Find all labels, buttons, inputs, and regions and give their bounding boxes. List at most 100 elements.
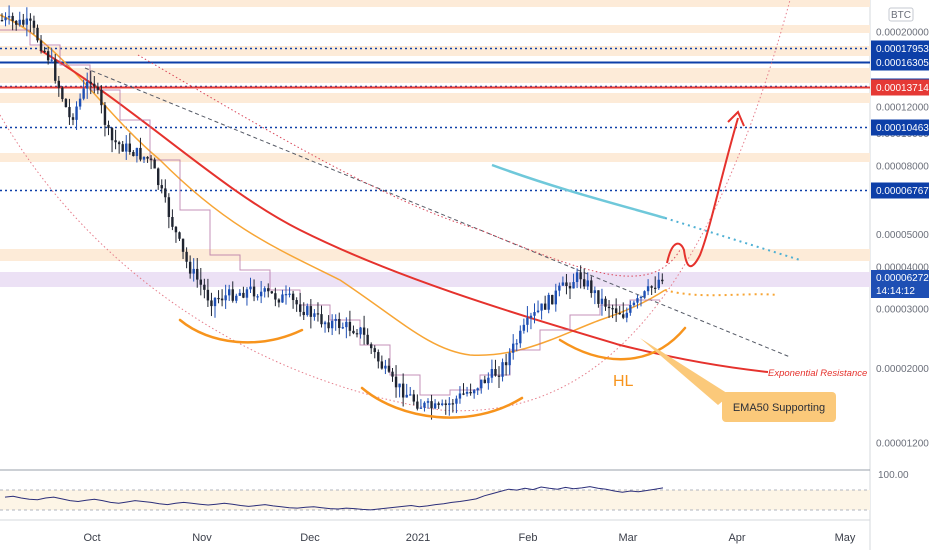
candle-body xyxy=(512,343,515,353)
candle-body xyxy=(18,19,21,25)
candle-body xyxy=(465,391,469,394)
candle-body xyxy=(309,306,313,317)
candle-body xyxy=(359,327,362,335)
candle-body xyxy=(401,383,405,398)
candle-body xyxy=(206,289,210,301)
rsi-line xyxy=(4,486,664,511)
candle-body xyxy=(522,324,526,331)
candle-body xyxy=(252,286,256,297)
price-tick-label: 0.00001200 xyxy=(876,439,929,450)
candle-body xyxy=(291,293,295,301)
candle-body xyxy=(614,308,618,313)
candle-body xyxy=(320,314,323,325)
candle-body xyxy=(536,310,540,313)
rsi-top-label: 100.00 xyxy=(878,470,909,481)
rsi-pane[interactable]: 100.00 xyxy=(0,470,909,511)
hl-label: HL xyxy=(613,373,634,390)
time-tick-label: Nov xyxy=(192,532,212,544)
candle-body xyxy=(39,40,43,51)
candle-body xyxy=(487,377,490,384)
candle-body xyxy=(107,124,110,129)
candle-body xyxy=(430,401,433,409)
candle-body xyxy=(362,327,366,335)
candle-body xyxy=(451,403,455,405)
candle-body xyxy=(11,15,14,21)
candle-body xyxy=(600,298,604,304)
currency-badge[interactable] xyxy=(888,7,914,22)
level-tag-label: 0.00017953 xyxy=(876,44,929,55)
candle-body xyxy=(533,312,536,316)
candle-body xyxy=(181,238,185,252)
candlesticks[interactable] xyxy=(0,5,664,420)
parabolic-support-curve[interactable] xyxy=(0,0,791,412)
candle-body xyxy=(302,311,305,316)
candle-body xyxy=(96,86,100,90)
candle-body xyxy=(327,322,330,329)
candle-body xyxy=(416,401,419,409)
ema50-projection[interactable] xyxy=(664,289,779,297)
candle-body xyxy=(171,217,174,227)
candle-body xyxy=(235,295,238,301)
cyan-trendline[interactable] xyxy=(491,163,666,220)
candle-body xyxy=(554,290,557,305)
time-axis-labels: Oct Nov Dec 2021 Feb Mar Apr May xyxy=(83,532,855,544)
candle-body xyxy=(323,322,327,325)
candle-body xyxy=(242,292,245,298)
candle-body xyxy=(22,19,25,25)
zone-band xyxy=(0,68,870,83)
candle-body xyxy=(583,279,586,287)
exponential-resistance-curve[interactable] xyxy=(39,49,769,373)
candle-body xyxy=(256,296,259,298)
candle-body xyxy=(625,312,628,318)
candle-body xyxy=(132,152,135,157)
candle-body xyxy=(217,297,220,300)
callout-box[interactable] xyxy=(722,392,836,422)
candle-body xyxy=(220,298,224,301)
step-trend-indicator[interactable] xyxy=(0,29,660,396)
candle-body xyxy=(86,81,89,89)
level-tag-box xyxy=(871,79,929,96)
projection-arrow-path[interactable] xyxy=(666,117,739,268)
rounding-bottom-arcs[interactable] xyxy=(178,318,687,419)
candle-body xyxy=(650,286,653,288)
descending-trendline[interactable] xyxy=(84,67,791,358)
candle-body xyxy=(398,383,401,388)
candle-body xyxy=(125,143,128,152)
candle-body xyxy=(185,251,188,262)
ema50-line[interactable] xyxy=(0,14,666,356)
level-tag-label: 0.00016305 xyxy=(876,58,929,69)
time-tick-label: Dec xyxy=(300,532,320,544)
candle-body xyxy=(391,371,394,377)
candle-body xyxy=(334,318,337,321)
candle-body xyxy=(654,287,657,289)
zone-band xyxy=(0,272,870,287)
candle-body xyxy=(611,308,614,310)
candle-body xyxy=(405,394,408,398)
candle-body xyxy=(25,18,29,25)
current-price-value: 0.00006272 xyxy=(876,273,929,284)
candle-body xyxy=(497,375,501,377)
candle-body xyxy=(135,147,139,157)
time-tick-label: Feb xyxy=(519,532,538,544)
candle-body xyxy=(117,142,121,145)
time-tick-label: Apr xyxy=(728,532,745,544)
candle-body xyxy=(593,290,597,294)
candle-body xyxy=(597,290,600,304)
candle-body xyxy=(306,306,309,316)
time-tick-label: May xyxy=(835,532,856,544)
candle-body xyxy=(139,147,142,160)
horizontal-levels[interactable] xyxy=(0,47,870,192)
level-tag-box xyxy=(871,119,929,136)
current-price-box xyxy=(871,270,929,298)
candle-body xyxy=(338,318,341,329)
candle-body xyxy=(469,391,472,394)
candle-body xyxy=(121,144,124,152)
candle-body xyxy=(224,295,227,301)
candle-body xyxy=(529,315,533,318)
arc-three xyxy=(558,326,687,361)
candle-body xyxy=(586,280,589,287)
candle-body xyxy=(579,272,582,280)
ema50-supporting-label: EMA50 Supporting xyxy=(733,402,825,414)
dotted-red-curve[interactable] xyxy=(137,54,681,277)
